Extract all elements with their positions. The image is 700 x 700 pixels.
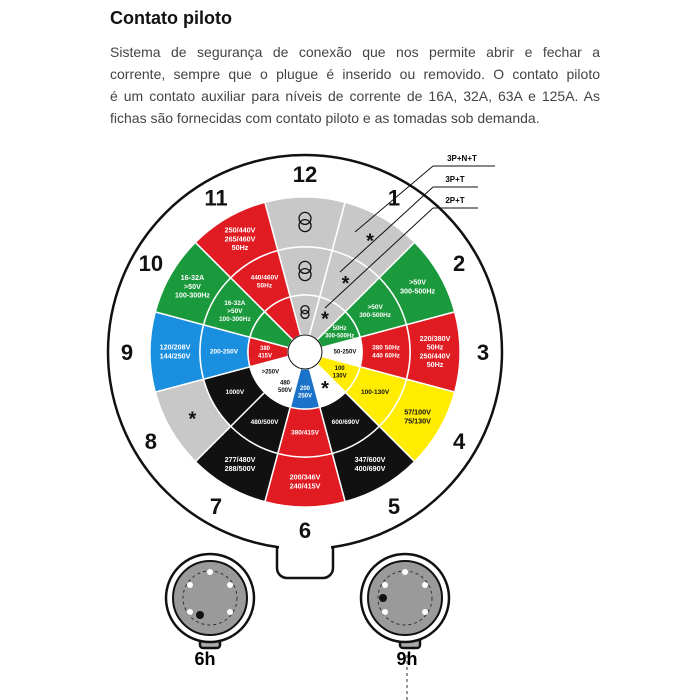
segment-label: 380 — [260, 346, 271, 352]
hour-number: 7 — [210, 494, 222, 519]
segment-label: 1000V — [225, 389, 244, 396]
legend-label: 2P+T — [445, 196, 464, 205]
segment-label: >50V — [409, 278, 426, 287]
title: Contato piloto — [110, 8, 232, 28]
segment-label: 16-32A — [181, 273, 205, 282]
segment-label: 288/500V — [225, 464, 256, 473]
segment-label: 120/208V — [160, 343, 191, 352]
connector-label: 6h — [194, 649, 215, 669]
description-line: Sistema de segurança de conexão que nos … — [110, 44, 600, 60]
symbol-circle — [298, 211, 312, 226]
segment-label: 250/440V — [225, 226, 256, 235]
transformer-symbol — [298, 260, 312, 282]
hour-number: 11 — [204, 186, 227, 211]
segment-label: * — [189, 408, 197, 430]
segment-label: * — [321, 378, 329, 400]
segment-label: 250V — [298, 393, 312, 399]
segment-label: 300-500Hz — [325, 333, 354, 339]
segment-label: 347/600V — [355, 455, 386, 464]
symbol-circle — [298, 218, 312, 233]
description-line: fichas são fornecidas com contato piloto… — [110, 110, 540, 126]
hour-number: 5 — [388, 494, 400, 519]
symbol-circle — [300, 304, 310, 315]
segment-label: 57/100V — [404, 408, 431, 417]
segment-label: 265/460V — [225, 234, 256, 243]
segment-label: >50V — [367, 304, 383, 311]
segment-label: 440 60Hz — [372, 353, 401, 360]
segment-label: 50Hz — [427, 360, 444, 369]
segment-label: 480/500V — [251, 419, 279, 426]
legend-label: 3P+N+T — [447, 154, 477, 163]
hour-number: 10 — [139, 251, 163, 276]
segment-label: 240/415V — [290, 481, 321, 490]
segment-label: 220/380V — [420, 334, 451, 343]
transformer-symbol — [300, 304, 310, 320]
segment-label: 300-500Hz — [359, 312, 392, 319]
segment-label: * — [366, 231, 374, 253]
segment-label: 130V — [333, 373, 347, 379]
segment-label: 440/460V — [251, 275, 279, 282]
segment-label: 300-500Hz — [400, 286, 436, 295]
segment-label: 75/130V — [404, 416, 431, 425]
symbol-circle — [298, 260, 312, 275]
segment-label: 50Hz — [427, 343, 444, 352]
connector — [164, 552, 451, 700]
segment-label: 380 50Hz — [372, 345, 401, 352]
segment-label: 100 — [335, 366, 346, 372]
segment-label: 400/690V — [355, 464, 386, 473]
segment-label: 50Hz — [333, 326, 347, 332]
segment-label: 50Hz — [257, 283, 273, 290]
legend-label: 3P+T — [445, 175, 464, 184]
legend-lines — [324, 165, 495, 309]
description-line: é um contato auxiliar para níveis de cor… — [110, 88, 600, 104]
hour-number: 9 — [121, 340, 133, 365]
hour-number: 12 — [293, 162, 317, 187]
segment-label: 480 — [280, 380, 291, 386]
description-line: corrente, sempre que o plugue é inserido… — [110, 66, 600, 82]
segment-label: 100-300Hz — [175, 291, 211, 300]
segment-label: 50-250V — [334, 350, 357, 356]
hour-number: 4 — [453, 429, 466, 454]
symbol-circle — [300, 309, 310, 320]
segment-label: 250/440V — [420, 351, 451, 360]
segment-label: >250V — [262, 370, 280, 376]
symbol-circle — [298, 267, 312, 282]
segment-label: 16-32A — [224, 300, 246, 307]
segment-label: 600/690V — [332, 419, 360, 426]
segment-label: 200/346V — [290, 473, 321, 482]
segment-label: 415V — [258, 353, 272, 359]
segment-label: 500V — [278, 388, 292, 394]
description: Sistema de segurança de conexão que nos … — [110, 41, 600, 129]
segment-label: 50Hz — [232, 243, 249, 252]
segment-label: * — [321, 309, 329, 331]
segment-label: 200 — [300, 386, 311, 392]
segment-label: >50V — [227, 308, 243, 315]
tab-cover — [279, 530, 331, 560]
segment-label: * — [342, 273, 350, 295]
segment-label: 100-130V — [361, 389, 390, 396]
segment-label: 200-250V — [210, 349, 239, 356]
segment-label: 380/415V — [291, 430, 319, 437]
hour-number: 1 — [388, 186, 400, 211]
hour-number: 2 — [453, 251, 465, 276]
segment-label: >50V — [184, 282, 201, 291]
segment-label: 277/480V — [225, 455, 256, 464]
hour-number: 8 — [145, 429, 157, 454]
hour-number: 3 — [477, 340, 489, 365]
segment-label: 100-300Hz — [219, 316, 252, 323]
connector-label: 9h — [396, 649, 417, 669]
hour-number: 6 — [299, 518, 311, 543]
center-hole — [287, 334, 323, 370]
transformer-symbol — [298, 211, 312, 233]
segment-label: 144/250V — [160, 351, 191, 360]
